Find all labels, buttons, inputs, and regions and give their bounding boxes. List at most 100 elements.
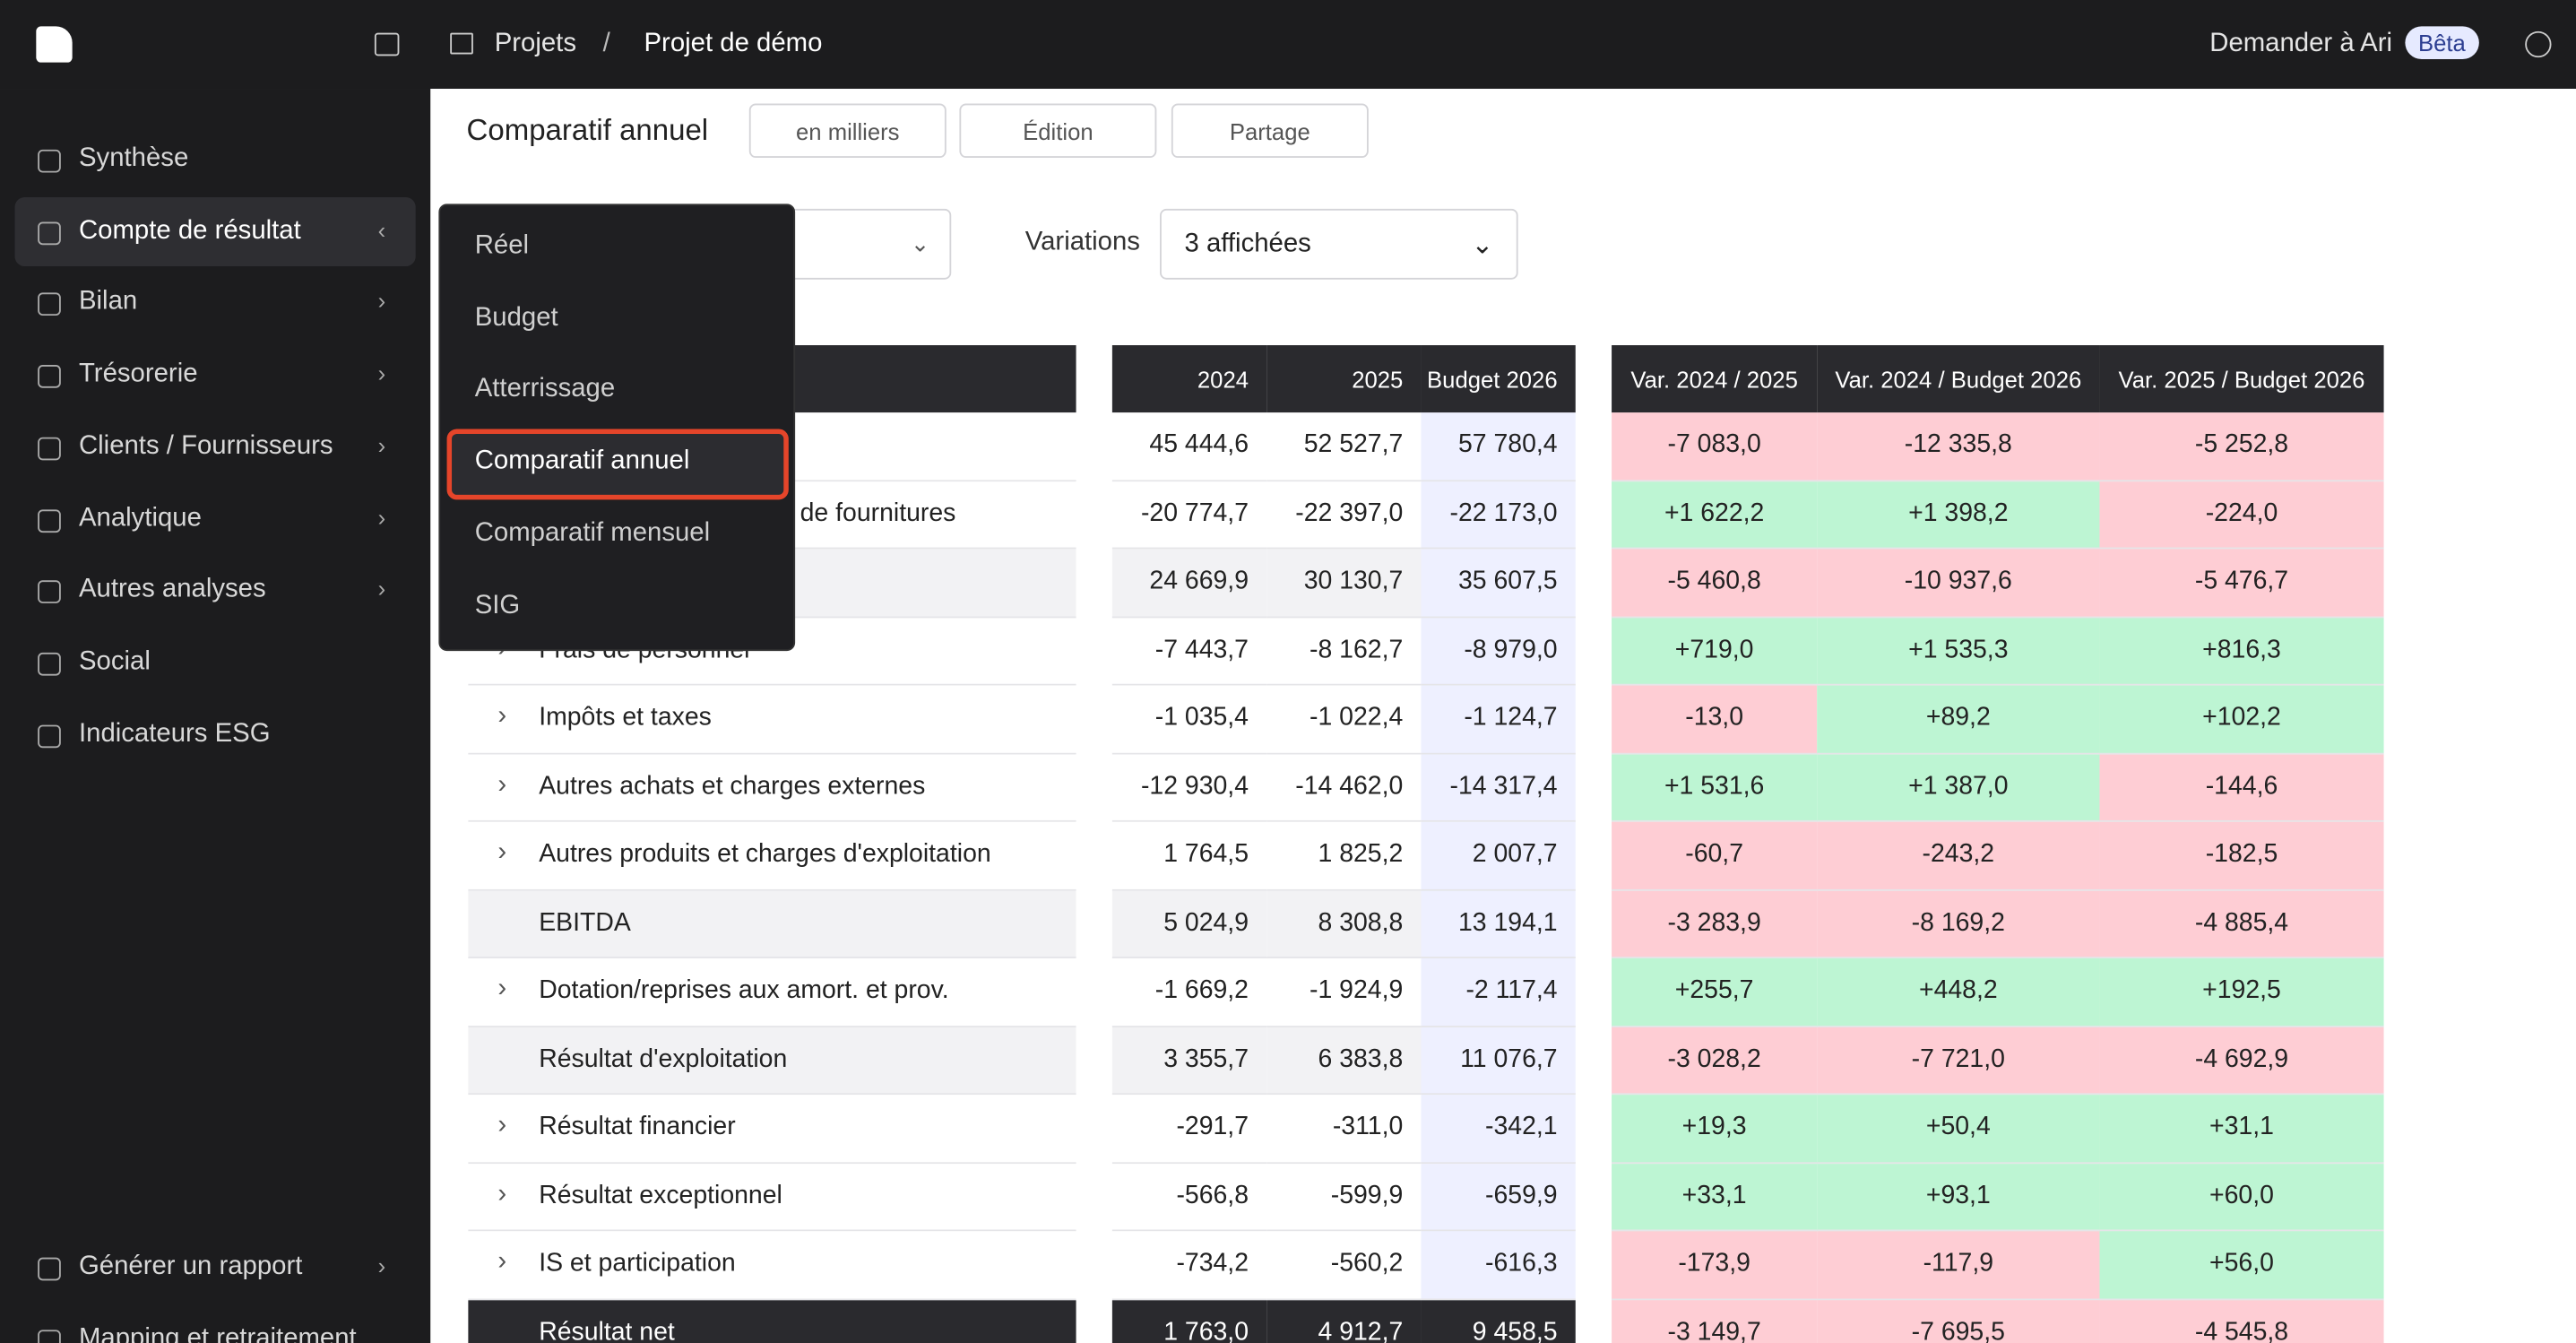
value-cell: -20 774,7 <box>1111 481 1267 550</box>
sidebar-toggle[interactable] <box>374 32 400 56</box>
menu-item[interactable]: Comparatif mensuel <box>474 519 711 548</box>
variation-cell: -4 545,8 <box>2099 1299 2384 1343</box>
menu-item[interactable]: Budget <box>474 303 558 332</box>
row-label[interactable]: Résultat financier <box>468 1095 1076 1164</box>
variation-cell: -173,9 <box>1612 1231 1818 1300</box>
value-cell: -22 173,0 <box>1421 481 1576 550</box>
variation-cell: -4 692,9 <box>2099 1027 2384 1096</box>
badge: Bêta <box>2405 26 2479 60</box>
variation-cell: +89,2 <box>1817 685 2100 754</box>
value-cell: -14 317,4 <box>1421 753 1576 822</box>
nav-item[interactable]: Trésorerie <box>78 360 198 388</box>
separator: / <box>602 30 610 58</box>
variation-cell: +1 531,6 <box>1612 753 1818 822</box>
ask-button[interactable]: Demander à Ari <box>2209 30 2393 58</box>
variation-cell: -144,6 <box>2099 753 2384 822</box>
variation-cell: +255,7 <box>1612 957 1818 1027</box>
value-cell: 24 669,9 <box>1111 549 1267 618</box>
home-icon <box>450 32 473 55</box>
chevron: › <box>377 431 386 459</box>
variation-cell: -7 695,5 <box>1817 1299 2100 1343</box>
variation-cell: +1 622,2 <box>1612 481 1818 550</box>
expand-chevron[interactable]: › <box>497 838 507 867</box>
expand-chevron[interactable]: › <box>497 1111 507 1139</box>
value-cell: -8 979,0 <box>1421 617 1576 686</box>
value-cell: -14 462,0 <box>1266 753 1422 822</box>
variation-cell: -7 083,0 <box>1612 412 1818 481</box>
chevron: ‹ <box>377 216 386 243</box>
variation-cell: +816,3 <box>2099 617 2384 686</box>
variation-cell: -13,0 <box>1612 685 1818 754</box>
row-label[interactable]: IS et participation <box>468 1231 1076 1300</box>
expand-chevron[interactable]: › <box>497 1179 507 1208</box>
expand-chevron[interactable]: › <box>497 975 507 1003</box>
value-cell: 5 024,9 <box>1111 889 1267 958</box>
nav-active <box>14 196 416 266</box>
variation-cell: +56,0 <box>2099 1231 2384 1300</box>
nav-item[interactable]: Synthèse <box>78 144 189 173</box>
nav-icon <box>38 1329 61 1343</box>
nav-item[interactable]: Clients / Fournisseurs <box>78 431 333 461</box>
variation-cell: -8 169,2 <box>1817 889 2100 958</box>
nav-item[interactable]: Analytique <box>78 503 202 533</box>
expand-chevron[interactable]: › <box>497 1247 507 1276</box>
nav-icon <box>38 580 61 604</box>
row-label[interactable]: Résultat exceptionnel <box>468 1163 1076 1232</box>
chevron: › <box>377 576 386 602</box>
menu-item[interactable]: Atterrissage <box>474 375 616 403</box>
help-icon[interactable] <box>2525 30 2552 58</box>
nav-item[interactable]: Mapping et retraitement <box>78 1324 357 1343</box>
row-label: Résultat d'exploitation <box>468 1027 1076 1096</box>
value-cell: 2 007,7 <box>1421 821 1576 890</box>
row-label[interactable]: Dotation/reprises aux amort. et prov. <box>468 957 1076 1027</box>
variation-cell: -7 721,0 <box>1817 1027 2100 1096</box>
menu-item[interactable]: Comparatif annuel <box>474 446 690 476</box>
toolbar-button[interactable]: Édition <box>959 103 1157 159</box>
value-cell: -291,7 <box>1111 1095 1267 1164</box>
row-label[interactable]: Autres achats et charges externes <box>468 753 1076 822</box>
expand-chevron[interactable]: › <box>497 770 507 799</box>
value-cell: -1 669,2 <box>1111 957 1267 1027</box>
variation-cell: +31,1 <box>2099 1095 2384 1164</box>
select[interactable]: 3 affichées ⌄ <box>1160 208 1518 280</box>
toolbar-button[interactable]: en milliers <box>748 103 947 159</box>
header-cell: Var. 2024 / Budget 2026 <box>1817 345 2100 413</box>
value-cell: -1 035,4 <box>1111 685 1267 754</box>
select-value: 3 affichées <box>1184 229 1311 257</box>
value-cell: 30 130,7 <box>1266 549 1422 618</box>
value-cell: -8 162,7 <box>1266 617 1422 686</box>
expand-chevron[interactable]: › <box>497 701 507 731</box>
nav-item[interactable]: Autres analyses <box>78 576 266 604</box>
nav-item[interactable]: Générer un rapport <box>78 1252 303 1281</box>
breadcrumb[interactable]: Projet de démo <box>644 30 823 58</box>
nav-icon <box>38 508 61 533</box>
value-cell: -616,3 <box>1421 1231 1576 1300</box>
value-cell: 52 527,7 <box>1266 412 1422 481</box>
row-label: EBITDA <box>468 889 1076 958</box>
nav-item[interactable]: Social <box>78 647 151 676</box>
menu-item[interactable]: Réel <box>474 231 530 260</box>
toolbar-title: Comparatif annuel <box>466 113 709 147</box>
variation-cell: +1 535,3 <box>1817 617 2100 686</box>
chevron: › <box>377 1252 386 1279</box>
value-cell: 3 355,7 <box>1111 1027 1267 1096</box>
nav-icon <box>38 437 61 461</box>
nav-item[interactable]: Indicateurs ESG <box>78 719 271 748</box>
nav-icon <box>38 723 61 748</box>
breadcrumb[interactable]: Projets <box>494 30 576 58</box>
value-cell: -659,9 <box>1421 1163 1576 1232</box>
row-label[interactable]: Impôts et taxes <box>468 685 1076 754</box>
nav-item[interactable]: Compte de résultat <box>78 216 301 245</box>
value-cell: -311,0 <box>1266 1095 1422 1164</box>
topbar <box>0 0 2576 90</box>
value-cell: -22 397,0 <box>1266 481 1422 550</box>
variation-cell: -182,5 <box>2099 821 2384 890</box>
menu-item[interactable]: SIG <box>474 591 521 620</box>
select[interactable]: ⌄ <box>772 208 952 280</box>
row-label[interactable]: Autres produits et charges d'exploitatio… <box>468 821 1076 890</box>
nav-icon <box>38 365 61 388</box>
toolbar-button[interactable]: Partage <box>1171 103 1369 159</box>
variation-cell: +102,2 <box>2099 685 2384 754</box>
nav-item[interactable]: Bilan <box>78 288 138 316</box>
